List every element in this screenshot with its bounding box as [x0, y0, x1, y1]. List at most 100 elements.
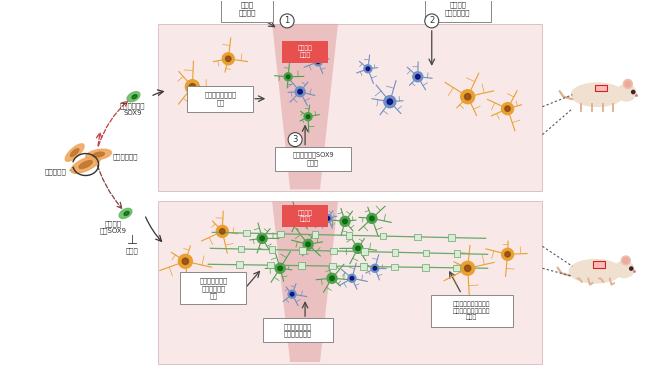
Circle shape — [296, 216, 301, 221]
FancyBboxPatch shape — [360, 263, 367, 270]
FancyBboxPatch shape — [414, 233, 421, 240]
Circle shape — [288, 290, 296, 298]
Ellipse shape — [616, 85, 636, 101]
Circle shape — [226, 56, 231, 62]
Circle shape — [366, 67, 369, 71]
Circle shape — [505, 252, 510, 257]
FancyBboxPatch shape — [595, 85, 607, 91]
Circle shape — [291, 293, 294, 296]
Ellipse shape — [124, 211, 129, 215]
Polygon shape — [93, 152, 104, 157]
Circle shape — [461, 261, 475, 275]
Circle shape — [306, 115, 310, 118]
Circle shape — [387, 99, 393, 105]
Circle shape — [330, 276, 334, 280]
Polygon shape — [70, 149, 79, 156]
FancyBboxPatch shape — [431, 295, 512, 327]
FancyBboxPatch shape — [221, 0, 273, 22]
FancyBboxPatch shape — [391, 264, 398, 270]
Circle shape — [220, 229, 225, 234]
FancyBboxPatch shape — [236, 261, 242, 268]
FancyBboxPatch shape — [298, 262, 305, 269]
Circle shape — [502, 248, 514, 260]
FancyBboxPatch shape — [282, 41, 328, 63]
Text: 神經幹細胞: 神經幹細胞 — [45, 168, 67, 175]
FancyBboxPatch shape — [345, 232, 352, 239]
FancyBboxPatch shape — [267, 262, 274, 268]
Circle shape — [425, 14, 439, 28]
Text: 3: 3 — [293, 135, 298, 144]
Circle shape — [287, 75, 290, 79]
Circle shape — [182, 258, 188, 264]
Circle shape — [293, 214, 303, 223]
Ellipse shape — [127, 92, 140, 102]
Circle shape — [257, 233, 267, 243]
FancyBboxPatch shape — [454, 265, 460, 271]
FancyBboxPatch shape — [423, 250, 430, 256]
Circle shape — [216, 225, 228, 237]
Circle shape — [275, 263, 285, 273]
Circle shape — [326, 217, 330, 220]
FancyBboxPatch shape — [380, 233, 386, 240]
Circle shape — [306, 242, 311, 247]
Circle shape — [415, 74, 420, 79]
FancyBboxPatch shape — [392, 249, 399, 256]
Text: 調節損傷環境中
產生的抑制分子: 調節損傷環境中 產生的抑制分子 — [284, 323, 312, 337]
Circle shape — [314, 58, 322, 66]
Text: 促進星形
膠質組織增生: 促進星形 膠質組織增生 — [445, 2, 470, 16]
FancyBboxPatch shape — [311, 231, 318, 238]
Polygon shape — [86, 149, 112, 160]
Text: 增加神經元分化
及軸突觸樹突
形成: 增加神經元分化 及軸突觸樹突 形成 — [199, 277, 227, 299]
Text: 脊髓損傷
區空間: 脊髓損傷 區空間 — [297, 46, 313, 58]
Text: 損傷環境誘導SOX9
高表達: 損傷環境誘導SOX9 高表達 — [292, 152, 334, 166]
FancyBboxPatch shape — [282, 205, 328, 227]
FancyBboxPatch shape — [158, 202, 542, 364]
FancyBboxPatch shape — [361, 249, 367, 255]
Circle shape — [464, 94, 471, 100]
Circle shape — [295, 87, 305, 97]
Circle shape — [260, 236, 265, 241]
FancyBboxPatch shape — [329, 263, 336, 269]
Circle shape — [178, 254, 192, 268]
FancyBboxPatch shape — [187, 86, 253, 112]
FancyBboxPatch shape — [448, 234, 455, 241]
Text: 缺乏生長因子: 缺乏生長因子 — [113, 153, 138, 160]
Circle shape — [280, 14, 294, 28]
Circle shape — [316, 60, 320, 64]
Circle shape — [353, 243, 363, 253]
Circle shape — [623, 79, 633, 88]
Text: 1: 1 — [285, 17, 290, 26]
Polygon shape — [71, 156, 100, 173]
Circle shape — [189, 83, 196, 90]
FancyBboxPatch shape — [422, 264, 429, 271]
Circle shape — [355, 246, 360, 250]
Circle shape — [288, 133, 302, 147]
Polygon shape — [79, 161, 92, 168]
Text: ⊥: ⊥ — [127, 234, 138, 247]
FancyBboxPatch shape — [299, 247, 306, 253]
Circle shape — [625, 81, 631, 86]
FancyBboxPatch shape — [180, 272, 246, 304]
Circle shape — [505, 106, 510, 111]
Circle shape — [461, 90, 475, 104]
Circle shape — [343, 219, 347, 224]
FancyBboxPatch shape — [263, 318, 333, 342]
Circle shape — [373, 267, 377, 270]
FancyBboxPatch shape — [275, 147, 351, 171]
Circle shape — [384, 96, 396, 108]
Circle shape — [502, 103, 514, 115]
FancyBboxPatch shape — [158, 24, 542, 191]
Text: 2: 2 — [429, 17, 434, 26]
Ellipse shape — [614, 261, 634, 277]
Text: 一半表達
量的SOX9: 一半表達 量的SOX9 — [100, 220, 127, 235]
Text: 糖代謝: 糖代謝 — [126, 247, 139, 254]
Circle shape — [630, 267, 633, 270]
Circle shape — [369, 216, 374, 221]
Circle shape — [303, 240, 313, 249]
Polygon shape — [272, 202, 338, 362]
Ellipse shape — [119, 208, 132, 218]
Circle shape — [340, 217, 350, 226]
FancyBboxPatch shape — [238, 246, 244, 252]
Polygon shape — [65, 144, 84, 161]
FancyBboxPatch shape — [454, 250, 460, 257]
